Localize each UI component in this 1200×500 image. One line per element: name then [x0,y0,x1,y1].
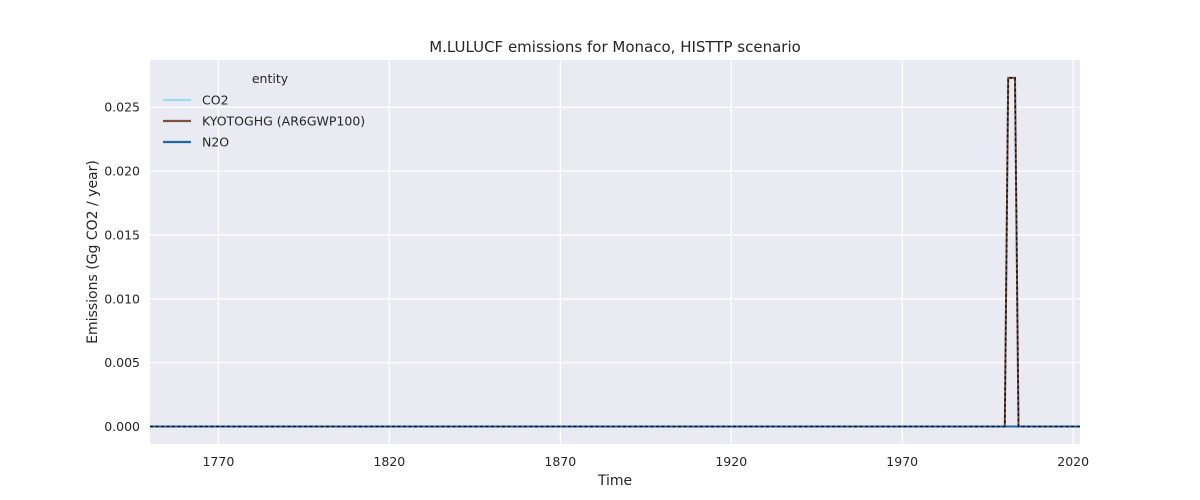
x-tick-labels: 1770 1820 1870 1920 1970 2020 [202,454,1089,469]
series-line-dashed-total [150,77,1080,428]
x-tick-label: 1920 [715,454,747,469]
y-tick-label: 0.015 [104,227,140,242]
y-tick-label: 0.025 [104,100,140,115]
legend-entry-label: CO2 [202,93,229,108]
x-tick-label: 2020 [1057,454,1089,469]
y-tick-label: 0.005 [104,355,140,370]
x-axis-label: Time [597,473,632,489]
y-tick-label: 0.000 [104,419,140,434]
series-layer [150,76,1080,428]
plot-background [150,60,1080,444]
chart-title: M.LULUCF emissions for Monaco, HISTTP sc… [429,38,801,56]
legend-title: entity [252,71,289,86]
x-tick-label: 1970 [886,454,918,469]
y-tick-labels: 0.000 0.005 0.010 0.015 0.020 0.025 [104,100,140,434]
legend: entity CO2 KYOTOGHG (AR6GWP100) N2O [163,71,365,150]
legend-entry-label: N2O [202,135,229,150]
y-tick-label: 0.010 [104,291,140,306]
x-tick-label: 1870 [544,454,576,469]
y-tick-label: 0.020 [104,164,140,179]
legend-entry-label: KYOTOGHG (AR6GWP100) [202,114,365,129]
x-tick-label: 1770 [202,454,234,469]
y-axis-label: Emissions (Gg CO2 / year) [85,160,101,344]
x-tick-label: 1820 [373,454,405,469]
